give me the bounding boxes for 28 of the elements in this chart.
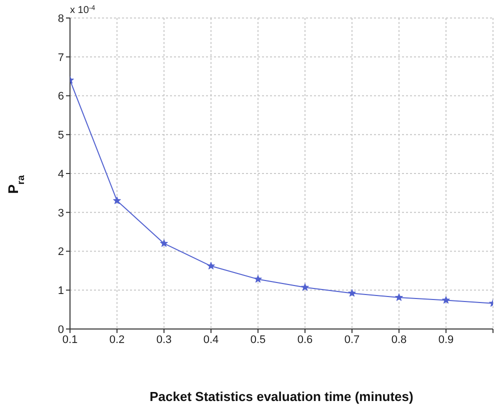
point [254,275,262,283]
y-tick-label: 5 [58,130,64,142]
y-tick-label: 4 [58,168,64,180]
x-tick-label: 0.5 [250,334,266,346]
y-tick-label: 1 [58,285,64,298]
x-tick-label: 0.7 [344,334,360,346]
point [395,293,403,301]
point [113,196,121,204]
y-tick-label: 6 [58,90,64,103]
point [348,289,356,297]
x-tick-label: 0.4 [203,334,219,346]
x-axis-title: Packet Statistics evaluation time (minutes) [150,389,414,404]
y-tick-label: 2 [58,246,64,258]
y-tick-label: 8 [58,12,64,25]
x-tick-label: 0.2 [109,334,125,346]
y-tick-label: 0 [58,324,64,336]
x-tick-label: 0.8 [391,334,407,346]
x-tick-label: 0.1 [62,334,78,346]
y-tick-label: 3 [58,207,64,220]
text: x 10$^{-4}$ [70,4,96,16]
x-tick-label: 0.3 [156,334,172,346]
point [160,239,168,247]
point [207,262,215,270]
point [301,283,309,291]
y-tick-label: 7 [58,52,64,64]
x-tick-label: 0.6 [297,334,313,346]
x-tick-label: 0.9 [438,334,454,346]
point [442,296,450,304]
